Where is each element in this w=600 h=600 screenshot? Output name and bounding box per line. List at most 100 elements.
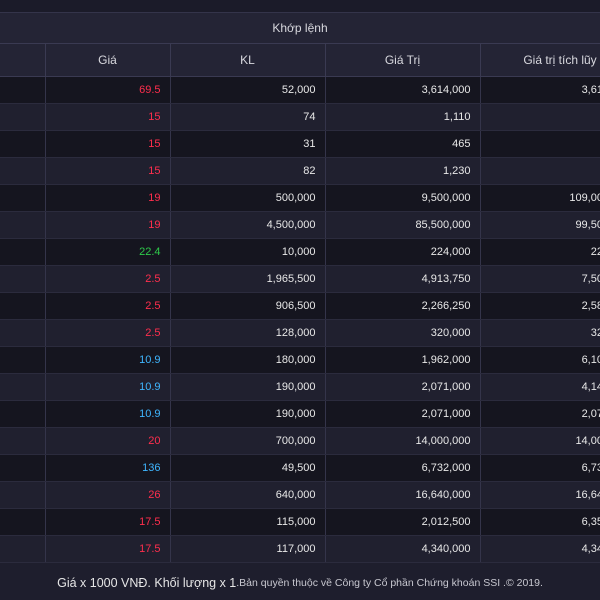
- volume-cell: 700,000: [170, 427, 326, 455]
- accumulated-value-cell: 320,000: [480, 319, 600, 347]
- column-header-accumulated-value[interactable]: Giá trị tích lũy: [480, 44, 600, 77]
- top-strip: [0, 0, 600, 12]
- volume-cell: 52,000: [170, 76, 326, 104]
- volume-cell: 190,000: [170, 373, 326, 401]
- volume-cell: 31: [170, 130, 326, 158]
- row-blank-cell: [0, 346, 46, 374]
- volume-cell: 10,000: [170, 238, 326, 266]
- footer-note: Giá x 1000 VNĐ. Khối lượng x 1 .Bản quyề…: [0, 565, 600, 600]
- value-cell: 224,000: [325, 238, 481, 266]
- price-cell: 10.9: [45, 346, 171, 374]
- volume-cell: 180,000: [170, 346, 326, 374]
- accumulated-value-cell: 224,000: [480, 238, 600, 266]
- price-cell: 22.4: [45, 238, 171, 266]
- price-cell: 19: [45, 211, 171, 239]
- price-cell: 17.5: [45, 508, 171, 536]
- price-cell: 2.5: [45, 265, 171, 293]
- column-header-value[interactable]: Giá Trị: [325, 44, 481, 77]
- volume-cell: 906,500: [170, 292, 326, 320]
- row-blank-cell: [0, 184, 46, 212]
- row-blank-cell: [0, 481, 46, 509]
- accumulated-value-cell: 2,774: [480, 103, 600, 131]
- price-cell: 2.5: [45, 319, 171, 347]
- row-blank-cell: [0, 265, 46, 293]
- price-cell: 19: [45, 184, 171, 212]
- volume-cell: 49,500: [170, 454, 326, 482]
- group-header-label: Khớp lệnh: [272, 21, 328, 35]
- volume-cell: 500,000: [170, 184, 326, 212]
- accumulated-value-cell: 2,586,250: [480, 292, 600, 320]
- value-cell: 1,230: [325, 157, 481, 185]
- accumulated-value-cell: 14,000,000: [480, 427, 600, 455]
- value-cell: 14,000,000: [325, 427, 481, 455]
- accumulated-value-cell: 99,500,000: [480, 211, 600, 239]
- row-blank-cell: [0, 427, 46, 455]
- row-blank-cell: [0, 130, 46, 158]
- column-header-blank: [0, 44, 46, 77]
- value-cell: 9,500,000: [325, 184, 481, 212]
- volume-cell: 190,000: [170, 400, 326, 428]
- accumulated-value-cell: 3,614,000: [480, 76, 600, 104]
- price-cell: 15: [45, 103, 171, 131]
- footer-unit-note: Giá x 1000 VNĐ. Khối lượng x 1: [57, 575, 237, 590]
- accumulated-value-cell: 7,500,000: [480, 265, 600, 293]
- value-cell: 85,500,000: [325, 211, 481, 239]
- volume-cell: 117,000: [170, 535, 326, 563]
- accumulated-value-cell: 16,640,000: [480, 481, 600, 509]
- accumulated-value-cell: 6,104,000: [480, 346, 600, 374]
- row-blank-cell: [0, 211, 46, 239]
- volume-cell: 1,965,500: [170, 265, 326, 293]
- value-cell: 16,640,000: [325, 481, 481, 509]
- accumulated-value-cell: 6,732,000: [480, 454, 600, 482]
- value-cell: 2,266,250: [325, 292, 481, 320]
- column-header-price[interactable]: Giá: [45, 44, 171, 77]
- price-cell: 17.5: [45, 535, 171, 563]
- value-cell: 1,110: [325, 103, 481, 131]
- row-blank-cell: [0, 103, 46, 131]
- price-cell: 136: [45, 454, 171, 482]
- price-cell: 26: [45, 481, 171, 509]
- value-cell: 2,071,000: [325, 400, 481, 428]
- accumulated-value-cell: 4,142,000: [480, 373, 600, 401]
- price-cell: 10.9: [45, 400, 171, 428]
- price-cell: 10.9: [45, 373, 171, 401]
- volume-cell: 74: [170, 103, 326, 131]
- accumulated-value-cell: 109,000,000: [480, 184, 600, 212]
- column-header-volume[interactable]: KL: [170, 44, 326, 77]
- value-cell: 1,962,000: [325, 346, 481, 374]
- value-cell: 320,000: [325, 319, 481, 347]
- value-cell: 6,732,000: [325, 454, 481, 482]
- row-blank-cell: [0, 157, 46, 185]
- value-cell: 465: [325, 130, 481, 158]
- volume-cell: 128,000: [170, 319, 326, 347]
- accumulated-value-cell: 1,230: [480, 157, 600, 185]
- price-cell: 15: [45, 130, 171, 158]
- price-cell: 69.5: [45, 76, 171, 104]
- row-blank-cell: [0, 76, 46, 104]
- group-header-khop-lenh: Khớp lệnh: [0, 12, 600, 44]
- row-blank-cell: [0, 319, 46, 347]
- row-blank-cell: [0, 454, 46, 482]
- accumulated-value-cell: 1,664: [480, 130, 600, 158]
- row-blank-cell: [0, 373, 46, 401]
- value-cell: 3,614,000: [325, 76, 481, 104]
